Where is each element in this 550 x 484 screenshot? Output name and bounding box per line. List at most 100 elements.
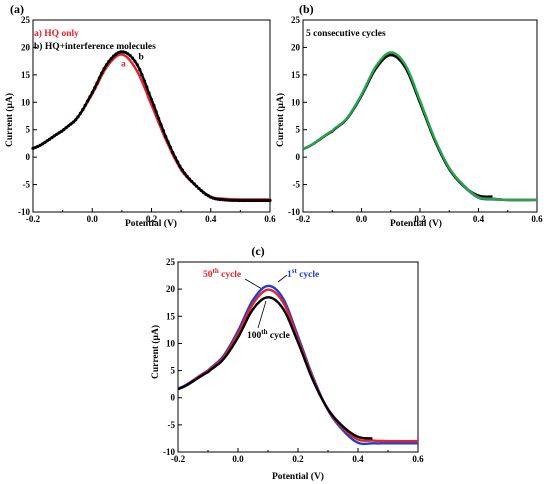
panel-c-plot-frame [177, 261, 419, 453]
panel-b-ytick-label: 0 [296, 152, 301, 162]
panel-a-series-1-point [204, 192, 208, 196]
panel-c-xtick-label: 0.6 [412, 454, 424, 464]
panel-a-series-1-point [166, 140, 170, 144]
panel-c-annotation-100th: 100th cycle [247, 328, 290, 341]
panel-a-series-1-point [43, 140, 47, 144]
panel-a-series-1-point [135, 63, 139, 67]
panel-a-ytick-label: 25 [21, 15, 31, 25]
panel-a-series-1-point [266, 198, 270, 203]
panel-b-xlabel: Potential (V) [390, 218, 442, 229]
panel-a-series-1-point [45, 139, 49, 143]
panel-a-curve-label-a: a [121, 60, 126, 70]
panel-c-leader-1st [277, 274, 288, 283]
panel-b-ytick-label: 15 [291, 70, 301, 80]
panel-a-series-1-point [218, 197, 222, 202]
panel-b-xtick-label: 0.0 [356, 214, 368, 224]
panel-c-leader-50th [244, 278, 263, 290]
panel-a-series-1-point [126, 52, 130, 56]
panel-a-series-1-point [140, 73, 144, 77]
panel-b-annotation: 5 consecutive cycles [306, 29, 386, 39]
panel-a-series-1-point [164, 135, 168, 139]
panel-a-series-1-point [263, 198, 267, 203]
panel-a-curve-label-b: b [138, 52, 143, 62]
panel-a-series-1-point [178, 164, 182, 168]
panel-c-ytick-label: 10 [166, 338, 176, 348]
panel-a-ytick-label: 15 [21, 70, 31, 80]
panel-a-series-1-point [55, 132, 59, 136]
panel-a-series-1-point [176, 160, 180, 164]
panel-a-series-1-point [171, 150, 175, 155]
panel-a-xtick-label: 0.6 [264, 214, 276, 224]
panel-a-series-1-point [114, 52, 118, 56]
panel-a-series-1-point [142, 79, 146, 83]
panel-a-series-1-point [81, 108, 85, 112]
panel-a-series-1-point [100, 71, 104, 75]
panel-a-series-1-point [180, 168, 184, 172]
panel-a-series-1-point [93, 86, 97, 90]
panel-a-series-1-point [71, 120, 75, 124]
panel-a-xtick-label: -0.2 [26, 214, 41, 224]
panel-a-series-1-point [244, 198, 248, 203]
panel-b-xtick-label: 0.4 [473, 214, 485, 224]
panel-a-series-1-point [152, 104, 156, 108]
panel-a-series-1-point [230, 198, 234, 202]
panel-a-series-1-point [213, 197, 218, 201]
panel-a-series-1-point [133, 59, 137, 63]
panel-a-series-1-point [254, 198, 258, 203]
panel-a-series-1-point [38, 143, 42, 147]
panel-b: (b) Current (µA) Potential (V) 5 consecu… [275, 2, 543, 229]
panel-a-series-1-point [67, 124, 71, 128]
panel-a-series-1-point [50, 135, 54, 140]
panel-b-label: (b) [299, 2, 314, 16]
panel-a-series-1-point [31, 146, 35, 150]
panel-b-xtick-label: 0.6 [531, 214, 543, 224]
panel-a-series-1-point [128, 54, 132, 58]
panel-c-xlabel: Potential (V) [272, 471, 324, 482]
panel-a-series-1-point [242, 198, 246, 203]
panel-a-series-1-point [185, 174, 189, 178]
panel-b-ytick-label: -5 [293, 180, 301, 190]
panel-c: (c) Current (µA) Potential (V) 50th cycl… [150, 244, 424, 482]
panel-a-series-1-point [159, 123, 163, 127]
panel-a-series-1-point [57, 131, 61, 135]
panel-a-series-1-point [232, 198, 237, 202]
panel-c-label: (c) [251, 244, 264, 258]
panel-a-series-1-point [83, 103, 87, 108]
panel-a-series-1-point [64, 126, 68, 130]
panel-a-series-1-point [161, 129, 165, 133]
panel-c-ytick-label: 0 [171, 393, 176, 403]
panel-a-series-1-point [183, 171, 187, 175]
panel-a-series-1-point [190, 179, 194, 184]
panel-a-series-1-point [268, 198, 272, 203]
panel-c-leader-100th [257, 300, 267, 329]
panel-a-legend-line-1: a) HQ only [34, 28, 79, 39]
panel-a-series-1-point [247, 198, 251, 203]
panel-b-ytick-label: 10 [291, 97, 301, 107]
panel-c-series-2-line [177, 296, 373, 440]
panel-a-ytick-label: -10 [18, 207, 30, 217]
panel-a-series-1-point [112, 54, 116, 58]
panel-a-series-1-point [258, 198, 263, 203]
panel-b-plot-frame [302, 19, 538, 213]
panel-b-xtick-label: 0.2 [414, 214, 426, 224]
panel-a-series-1-point [157, 116, 161, 120]
panel-a-series-1-point [237, 198, 241, 203]
panel-c-ytick-label: 15 [166, 311, 176, 321]
panel-a-series-1-point [251, 198, 255, 203]
panel-a-series-1-point [109, 57, 113, 61]
panel-a-series-1-point [235, 198, 239, 202]
panel-a-xtick-label: 0.2 [146, 214, 158, 224]
panel-a-series-1-point [173, 155, 177, 159]
panel-c-annotation-1st: 1st cycle [287, 267, 319, 280]
panel-a-series-1-point [52, 134, 56, 138]
panel-a-xtick-label: 0.0 [87, 214, 99, 224]
panel-a-series-1-point [249, 198, 253, 203]
panel-a-series-1-point [221, 198, 225, 202]
panel-a-series-1-point [78, 111, 82, 115]
panel-c-ytick-label: -5 [168, 420, 176, 430]
panel-a-series-1-point [102, 67, 106, 71]
panel-a-series-1-point [228, 198, 232, 202]
panel-a-series-1-point [95, 81, 99, 85]
panel-a-ylabel: Current (µA) [4, 93, 15, 147]
